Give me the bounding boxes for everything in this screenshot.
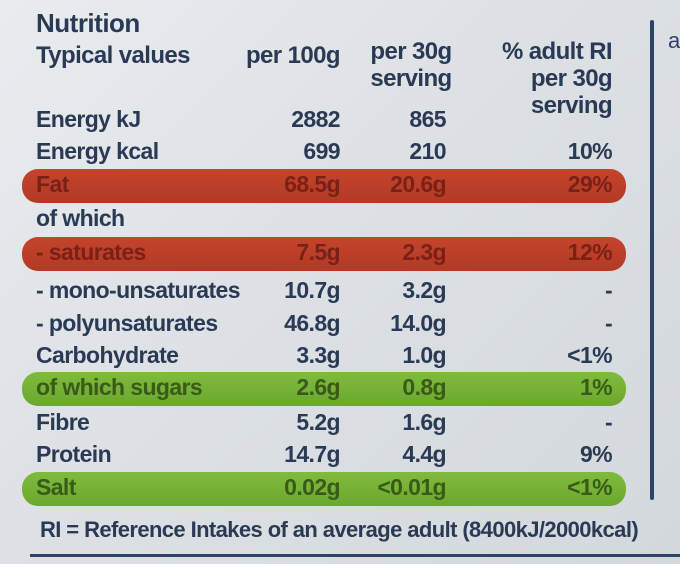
- ri-value: 12%: [567, 239, 613, 265]
- per-100g-value: 2882: [291, 106, 340, 132]
- row-label: Energy kJ: [36, 106, 141, 132]
- row-salt: Salt 0.02g <0.01g <1%: [22, 472, 626, 506]
- ri-value: 9%: [579, 441, 613, 467]
- bottom-divider: [30, 554, 680, 557]
- header-adult-ri: % adult RI per 30g serving: [460, 38, 613, 119]
- per-100g-value: 699: [303, 138, 340, 164]
- header-per-30g-line1: per 30g: [370, 38, 452, 65]
- per-30g-value: 1.6g: [402, 409, 446, 435]
- row-polyunsaturates: - polyunsaturates 46.8g 14.0g -: [22, 308, 626, 340]
- ri-value: -: [604, 409, 613, 435]
- edge-text: a: [668, 28, 680, 53]
- header-adult-ri-line1: % adult RI: [501, 38, 613, 65]
- reference-intake-note: RI = Reference Intakes of an average adu…: [40, 517, 639, 542]
- per-100g-value: 0.02g: [284, 474, 340, 500]
- ri-value: -: [604, 277, 613, 303]
- row-label: - saturates: [36, 239, 146, 265]
- row-fat: Fat 68.5g 20.6g 29%: [22, 169, 626, 203]
- column-divider: [650, 20, 654, 500]
- per-30g-value: 865: [409, 106, 446, 132]
- row-label: Salt: [36, 474, 76, 500]
- header-per-30g-line2: serving: [370, 65, 452, 92]
- row-label: Fibre: [36, 409, 90, 435]
- row-label: - mono-unsaturates: [36, 277, 240, 303]
- row-of-which: of which: [22, 203, 626, 235]
- per-30g-value: 210: [409, 138, 446, 164]
- row-energy-kj: Energy kJ 2882 865: [22, 104, 626, 136]
- per-30g-value: 2.3g: [402, 239, 446, 265]
- per-30g-value: 4.4g: [402, 441, 446, 467]
- label-title: Nutrition: [36, 8, 140, 38]
- per-30g-value: 20.6g: [390, 171, 446, 197]
- per-30g-value: <0.01g: [377, 474, 446, 500]
- row-label: - polyunsaturates: [36, 310, 218, 336]
- ri-value: 29%: [567, 171, 613, 197]
- per-30g-value: 0.8g: [402, 374, 446, 400]
- row-label: Carbohydrate: [36, 342, 179, 368]
- ri-value: 10%: [567, 138, 613, 164]
- row-sugars: of which sugars 2.6g 0.8g 1%: [22, 372, 626, 406]
- per-30g-value: 1.0g: [402, 342, 446, 368]
- ri-value: -: [604, 310, 613, 336]
- per-100g-value: 5.2g: [296, 409, 340, 435]
- row-saturates: - saturates 7.5g 2.3g 12%: [22, 237, 626, 271]
- row-fibre: Fibre 5.2g 1.6g -: [22, 407, 626, 439]
- row-protein: Protein 14.7g 4.4g 9%: [22, 439, 626, 471]
- per-100g-value: 46.8g: [284, 310, 340, 336]
- per-100g-value: 2.6g: [296, 374, 340, 400]
- row-label: of which sugars: [36, 374, 203, 400]
- row-label: Fat: [36, 171, 69, 197]
- header-typical-values: Typical values: [36, 42, 191, 69]
- per-30g-value: 14.0g: [390, 310, 446, 336]
- row-carbohydrate: Carbohydrate 3.3g 1.0g <1%: [22, 340, 626, 372]
- per-30g-value: 3.2g: [402, 277, 446, 303]
- header-per-100g: per 100g: [246, 42, 341, 69]
- header-per-30g: per 30g serving: [366, 38, 456, 92]
- header-adult-ri-line2: per 30g serving: [530, 65, 613, 119]
- row-label: Protein: [36, 441, 112, 467]
- per-100g-value: 7.5g: [296, 239, 340, 265]
- row-mono-unsaturates: - mono-unsaturates 10.7g 3.2g -: [22, 275, 626, 307]
- per-100g-value: 68.5g: [284, 171, 340, 197]
- per-100g-value: 3.3g: [296, 342, 340, 368]
- per-100g-value: 14.7g: [284, 441, 340, 467]
- row-label: Energy kcal: [36, 138, 159, 164]
- per-100g-value: 10.7g: [284, 277, 340, 303]
- row-label: of which: [36, 205, 125, 231]
- ri-value: <1%: [567, 474, 612, 500]
- row-energy-kcal: Energy kcal 699 210 10%: [22, 136, 626, 168]
- ri-value: 1%: [579, 374, 613, 400]
- ri-value: <1%: [567, 342, 612, 368]
